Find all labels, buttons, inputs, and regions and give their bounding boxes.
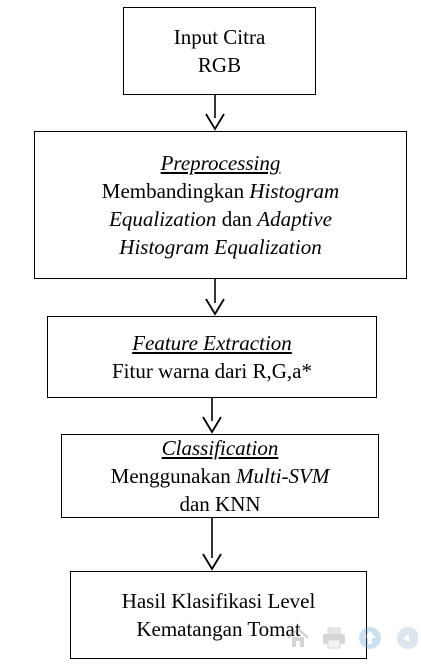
arrow-classification-to-result [202, 518, 222, 571]
step-text-segment: RGB [197, 53, 242, 77]
step-text-segment: dan [216, 207, 258, 231]
step-text-line: Histogram Equalization [119, 233, 321, 261]
scroll-up-icon[interactable] [355, 623, 385, 653]
step-text-line: Hasil Klasifikasi Level [122, 587, 316, 615]
step-text-segment: Histogram Equalization [119, 235, 322, 259]
step-text-segment: Multi-SVM [236, 464, 330, 488]
print-icon[interactable] [319, 623, 349, 653]
step-text-segment: Menggunakan [110, 464, 237, 488]
step-text-line: RGB [198, 51, 241, 79]
step-title: Classification [161, 436, 279, 460]
step-text-line: Input Citra [174, 23, 266, 51]
arrow-preprocessing-to-feature [205, 279, 225, 316]
step-text-line: dan KNN [179, 490, 260, 518]
step-text-line: Kematangan Tomat [136, 615, 300, 643]
step-text-line: Membandingkan Histogram [102, 177, 339, 205]
arrow-feature-to-classification [202, 398, 222, 434]
step-text-line: Fitur warna dari R,G,a* [112, 357, 312, 385]
step-text-segment: Input Citra [173, 25, 266, 49]
step-title: Feature Extraction [132, 331, 292, 355]
step-text-segment: Equalization [109, 207, 217, 231]
step-text-line: Menggunakan Multi-SVM [111, 462, 330, 490]
step-title: Preprocessing [160, 151, 281, 175]
step-text-segment: Adaptive [257, 207, 332, 231]
step-text-line: Equalization dan Adaptive [109, 205, 332, 233]
arrow-input-to-preprocessing [205, 95, 225, 131]
step-classification-box: Classification Menggunakan Multi-SVM dan K… [61, 434, 379, 518]
step-input-box: Input Citra RGB [123, 7, 316, 95]
step-text-segment: Histogram [249, 179, 340, 203]
step-text-segment: dan KNN [179, 492, 261, 516]
viewer-toolbar [277, 618, 421, 658]
chat-icon[interactable] [391, 623, 421, 653]
step-text-segment: Kematangan Tomat [136, 617, 301, 641]
home-icon[interactable] [283, 623, 313, 653]
step-feature-extraction-box: Feature Extraction Fitur warna dari R,G,a… [47, 316, 377, 398]
step-text-segment: Fitur warna dari R,G,a* [111, 359, 313, 383]
step-preprocessing-box: Preprocessing Membandingkan Histogram Equa… [34, 131, 407, 279]
step-text-segment: Hasil Klasifikasi Level [121, 589, 316, 613]
step-result-box: Hasil Klasifikasi Level Kematangan Tomat [70, 571, 367, 659]
step-text-segment: Membandingkan [101, 179, 250, 203]
